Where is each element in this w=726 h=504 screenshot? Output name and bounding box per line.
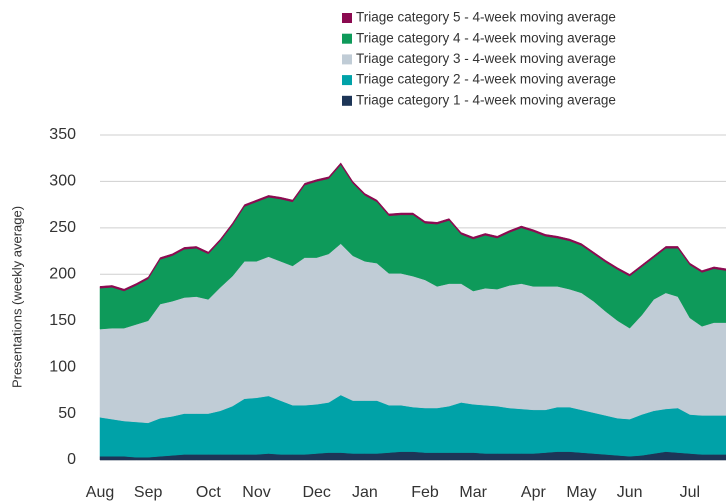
y-tick-label: 250 (49, 219, 76, 236)
y-tick-label: 100 (49, 358, 76, 375)
x-tick-label: Oct (196, 484, 221, 501)
x-tick-label: Jan (352, 484, 378, 501)
area (99, 162, 726, 292)
x-tick-label: Aug (86, 484, 114, 501)
legend-label: Triage category 4 - 4-week moving averag… (356, 30, 616, 45)
y-tick-label: 150 (49, 312, 76, 329)
x-tick-label: May (566, 484, 596, 501)
x-tick-label: Sep (134, 484, 163, 501)
legend-label: Triage category 1 - 4-week moving averag… (356, 92, 616, 107)
legend-swatch (342, 95, 352, 106)
x-tick-label: Mar (459, 484, 487, 501)
x-tick-label: Jul (680, 484, 700, 501)
x-tick-label: Dec (302, 484, 330, 501)
legend-swatch (342, 33, 352, 44)
y-tick-label: 0 (67, 451, 76, 468)
legend-swatch (342, 75, 352, 86)
y-tick-label: 200 (49, 266, 76, 283)
x-tick-label: Nov (242, 484, 270, 501)
legend-label: Triage category 5 - 4-week moving averag… (356, 10, 616, 25)
x-tick-label: Jun (617, 484, 643, 501)
x-tick-label: Feb (411, 484, 439, 501)
y-tick-label: 300 (49, 173, 76, 190)
legend-label: Triage category 2 - 4-week moving averag… (356, 72, 616, 87)
y-axis-label: Presentations (weekly average) (9, 206, 24, 388)
legend-swatch (342, 13, 352, 23)
x-tick-label: Apr (521, 484, 547, 501)
y-tick-label: 50 (58, 405, 76, 422)
legend-label: Triage category 3 - 4-week moving averag… (356, 51, 616, 66)
legend-swatch (342, 54, 352, 65)
y-tick-label: 350 (49, 126, 76, 143)
